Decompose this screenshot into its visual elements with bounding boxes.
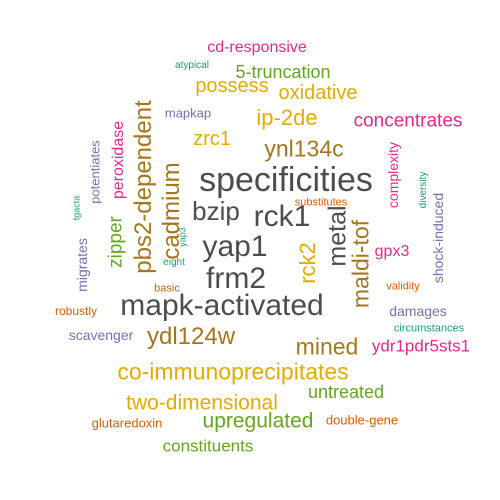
word-specificities: specificities [199,161,373,199]
word-double-gene: double-gene [325,412,399,428]
word-scavenger: scavenger [68,327,134,343]
word-ydr1pdr5sts1: ydr1pdr5sts1 [371,336,471,356]
word-cd-responsive: cd-responsive [207,39,307,56]
word-maldi-tof: maldi-tof [347,219,374,309]
word-yap3: yap3 [177,227,188,247]
word-glutaredoxin: glutaredoxin [91,415,163,431]
word-two-dimensional: two-dimensional [126,391,278,415]
word-peroxidase: peroxidase [110,120,127,200]
word-zrc1: zrc1 [193,128,231,150]
word-frm2: frm2 [206,262,266,295]
word-damages: damages [389,303,447,319]
word-mapkap: mapkap [164,105,212,121]
word-atypical: atypical [175,60,209,71]
word-concentrates: concentrates [353,110,463,132]
word-rck2: rck2 [295,242,320,284]
word-gpx3: gpx3 [374,243,410,260]
word-ip-2de: ip-2de [256,105,318,130]
word-possess: possess [195,75,269,97]
word-co-immunoprecipitates: co-immunoprecipitates [117,358,349,385]
word-ydl124w: ydl124w [146,323,236,350]
word-yap1: yap1 [202,230,268,263]
word-zipper: zipper [105,216,127,268]
word-validity: validity [386,280,420,293]
word-circumstances: circumstances [393,322,465,335]
word-substitutes: substitutes [294,196,348,209]
word-potentiates: potentiates [87,140,103,204]
word-upregulated: upregulated [202,409,314,433]
word-5-truncation: 5-truncation [235,62,331,82]
word-ynl134c: ynl134c [264,135,344,162]
word-bzip: bzip [192,196,240,226]
word-tgacta: tgacta [71,195,82,221]
word-mapk-activated: mapk-activated [120,289,324,322]
word-eight: eight [163,257,185,268]
word-pbs2-dependent: pbs2-dependent [130,100,157,274]
word-robustly: robustly [54,304,98,318]
word-untreated: untreated [307,382,385,402]
word-basic: basic [154,282,180,295]
word-migrates: migrates [74,238,90,292]
word-diversity: diversity [418,171,429,209]
word-constituents: constituents [162,436,254,456]
word-rck1: rck1 [253,200,311,233]
word-oxidative: oxidative [278,82,358,104]
word-complexity: complexity [385,141,401,209]
word-mined: mined [295,333,359,360]
word-shock-induced: shock-induced [430,192,446,284]
